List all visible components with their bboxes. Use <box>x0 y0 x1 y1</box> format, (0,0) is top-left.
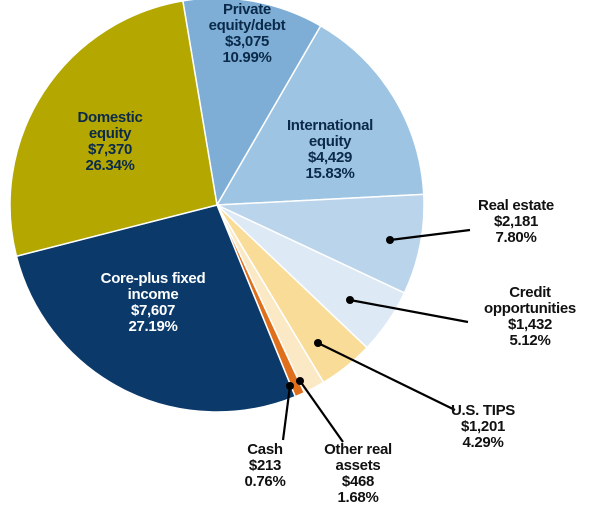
slice-amount: $213 <box>248 457 282 474</box>
leader-dot <box>296 377 304 385</box>
slice-amount: $3,075 <box>224 33 270 50</box>
leader-dot <box>386 236 394 244</box>
slice-percent: 27.19% <box>128 318 178 335</box>
slice-name: Core-plus fixed income <box>100 270 206 303</box>
slice-percent: 7.80% <box>495 229 537 246</box>
slice-label: U.S. TIPS $1,201 4.29% <box>433 403 533 451</box>
slice-percent: 4.29% <box>462 434 504 451</box>
slice-amount: $1,201 <box>460 418 506 435</box>
slice-percent: 1.68% <box>337 489 379 506</box>
slice-name: Private equity/debt <box>208 1 286 34</box>
leader-dot <box>314 339 322 347</box>
slice-percent: 15.83% <box>305 165 355 182</box>
leader-dot <box>286 382 294 390</box>
slice-label: Real estate $2,181 7.80% <box>456 198 576 246</box>
slice-amount: $2,181 <box>493 213 539 230</box>
leader-line <box>349 298 469 324</box>
slice-amount: $468 <box>341 473 375 490</box>
slice-name: Domestic equity <box>77 109 143 142</box>
slice-name: Credit opportunities <box>484 284 576 317</box>
slice-amount: $4,429 <box>307 149 353 166</box>
leader-line <box>389 228 471 242</box>
slice-name: Cash <box>247 441 283 458</box>
slice-percent: 10.99% <box>222 49 272 66</box>
slice-amount: $7,370 <box>87 141 133 158</box>
leader-dot <box>346 296 354 304</box>
slice-label: Other real assets $468 1.68% <box>318 442 398 506</box>
leader-line <box>281 385 292 441</box>
slice-label: Private equity/debt $3,075 10.99% <box>192 2 302 66</box>
slice-percent: 0.76% <box>244 473 286 490</box>
slice-label: Credit opportunities $1,432 5.12% <box>470 285 590 349</box>
leader-line <box>317 342 456 411</box>
leader-lines <box>281 228 471 443</box>
slice-label: Cash $213 0.76% <box>235 442 295 490</box>
slice-amount: $7,607 <box>130 302 176 319</box>
pie-slice <box>9 0 218 258</box>
slice-name: Real estate <box>478 197 554 214</box>
slice-name: U.S. TIPS <box>451 402 515 419</box>
pie-slice <box>181 0 322 208</box>
slice-name: Other real assets <box>324 441 392 474</box>
pie-slice <box>216 193 425 294</box>
slice-percent: 5.12% <box>509 332 551 349</box>
pie-slice <box>215 24 425 206</box>
slice-name: International equity <box>286 117 374 150</box>
slice-percent: 26.34% <box>85 157 135 174</box>
pie-slice <box>15 204 297 413</box>
leader-line <box>299 380 344 443</box>
slice-label: Domestic equity $7,370 26.34% <box>65 110 155 174</box>
slice-label: International equity $4,429 15.83% <box>265 118 395 182</box>
slice-amount: $1,432 <box>507 316 553 333</box>
slice-label: Core-plus fixed income $7,607 27.19% <box>98 271 208 335</box>
